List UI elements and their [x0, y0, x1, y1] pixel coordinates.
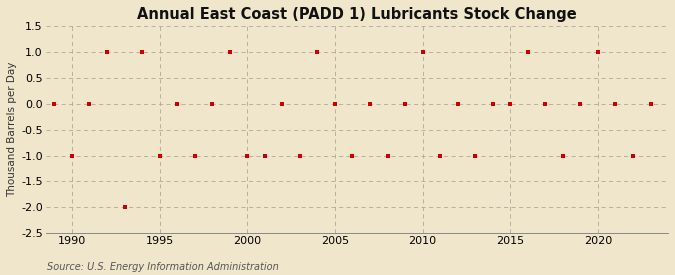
Point — [610, 101, 621, 106]
Point — [277, 101, 288, 106]
Y-axis label: Thousand Barrels per Day: Thousand Barrels per Day — [7, 62, 17, 197]
Point — [84, 101, 95, 106]
Point — [329, 101, 340, 106]
Point — [452, 101, 463, 106]
Point — [49, 101, 60, 106]
Point — [382, 153, 393, 158]
Point — [540, 101, 551, 106]
Point — [312, 50, 323, 54]
Point — [435, 153, 446, 158]
Point — [67, 153, 78, 158]
Point — [558, 153, 568, 158]
Point — [294, 153, 305, 158]
Point — [487, 101, 498, 106]
Point — [417, 50, 428, 54]
Point — [136, 50, 147, 54]
Point — [645, 101, 656, 106]
Point — [470, 153, 481, 158]
Point — [628, 153, 639, 158]
Point — [593, 50, 603, 54]
Point — [189, 153, 200, 158]
Text: Source: U.S. Energy Information Administration: Source: U.S. Energy Information Administ… — [47, 262, 279, 272]
Point — [259, 153, 270, 158]
Point — [364, 101, 375, 106]
Point — [224, 50, 235, 54]
Point — [400, 101, 410, 106]
Point — [119, 205, 130, 210]
Point — [347, 153, 358, 158]
Point — [505, 101, 516, 106]
Point — [575, 101, 586, 106]
Point — [242, 153, 252, 158]
Title: Annual East Coast (PADD 1) Lubricants Stock Change: Annual East Coast (PADD 1) Lubricants St… — [137, 7, 576, 22]
Point — [171, 101, 182, 106]
Point — [102, 50, 113, 54]
Point — [154, 153, 165, 158]
Point — [522, 50, 533, 54]
Point — [207, 101, 217, 106]
